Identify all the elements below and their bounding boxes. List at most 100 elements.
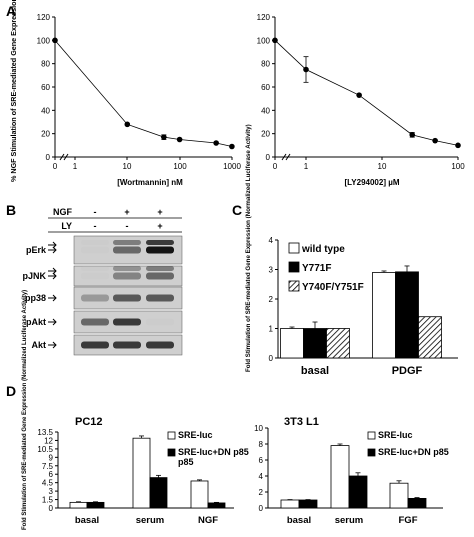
chart-d-right-ytick-label: 10	[254, 424, 263, 433]
chart-d-left-ytick-label: 12	[44, 436, 53, 445]
chart-d-left-legend-swatch	[167, 448, 176, 457]
blot-band	[146, 318, 174, 326]
chart-a-left-xtick-label: 10	[123, 162, 132, 171]
chart-d-left-ytick-label: 3	[49, 487, 54, 496]
chart-a-right-series-line	[274, 40, 459, 146]
chart-a-right-data-point	[272, 37, 278, 44]
chart-c-bar	[395, 271, 419, 359]
chart-a-left-axis-break	[59, 153, 65, 161]
western-blot-panel: NGF - + + LY - - + pErk pJNK pp38 pAkt Akt	[22, 207, 183, 356]
chart-a-left-xtick-label: 1000	[223, 162, 241, 171]
chart-a-right-data-point	[356, 92, 362, 98]
chart-a-left-axis-break	[63, 153, 69, 161]
blot-band	[81, 294, 109, 302]
blot-header-value: -	[94, 207, 97, 217]
chart-d-left-legend-label: SRE-luc	[178, 430, 213, 440]
blot-band	[81, 318, 109, 326]
chart-d-right-legend-swatch	[367, 431, 376, 440]
chart-a-left: 0 20 40 60 80 100 120 0 1 10 100 1000	[37, 13, 242, 171]
chart-d-left-ytick-label: 10.5	[37, 445, 53, 454]
blot-band	[81, 240, 109, 245]
chart-d-right-category-label: serum	[335, 515, 364, 526]
blot-band	[146, 266, 174, 271]
chart-d-left-bar	[207, 502, 226, 509]
chart-a-right-xtick-label: 1	[304, 162, 309, 171]
blot-row-label: pJNK	[22, 271, 46, 281]
chart-c-category-label: basal	[301, 365, 329, 377]
blot-arrow-icon	[48, 272, 57, 280]
chart-d-left-title: PC12	[75, 416, 103, 428]
chart-d-left-ytick-label: 0	[49, 504, 54, 513]
chart-d-right-bar	[407, 497, 427, 509]
blot-band	[113, 272, 141, 280]
blot-band	[113, 341, 141, 349]
blot-band	[146, 294, 174, 302]
blot-arrow-icon	[48, 294, 57, 302]
chart-d-left-bar	[86, 501, 105, 509]
chart-d-left-ytick-label: 13.5	[37, 428, 53, 437]
chart-c-ylabel: Fold Stimulation of SRE-mediated Gene Ex…	[245, 124, 252, 372]
chart-a-left-ytick-label: 80	[41, 60, 50, 69]
chart-d-right-bar	[280, 499, 300, 509]
chart-a-left-ytick-label: 120	[37, 13, 51, 22]
chart-d-right-bar	[298, 499, 318, 509]
panel-letter-a: A	[6, 3, 16, 19]
chart-c-ytick-label: 4	[269, 236, 274, 245]
chart-d-right-ytick-label: 4	[259, 472, 264, 481]
chart-a-right: 0 20 40 60 80 100 120 0 1 10 100	[257, 13, 466, 171]
chart-a-left-data-point	[229, 143, 235, 150]
chart-d-left-category-label: NGF	[198, 515, 218, 526]
chart-d-left-legend-swatch	[167, 431, 176, 440]
chart-a-right-data-point	[432, 137, 438, 144]
panel-letter-d: D	[6, 383, 16, 399]
blot-header-value: +	[124, 207, 129, 217]
chart-d-right-category-label: FGF	[399, 515, 418, 526]
chart-d-ylabel: Fold Stimulation of SRE-mediated Gene Ex…	[22, 290, 28, 530]
chart-d-left-legend-label: SRE-luc+DN p85	[178, 447, 249, 457]
chart-c-bar	[418, 316, 442, 359]
chart-d-left-ytick-label: 1.5	[42, 496, 54, 505]
chart-c-ytick-label: 0	[269, 354, 274, 363]
chart-a-right-ytick-label: 120	[257, 13, 271, 22]
blot-header-value: -	[126, 221, 129, 231]
chart-d-right-ytick-label: 8	[259, 440, 264, 449]
chart-d-right-legend-swatch	[367, 448, 376, 457]
chart-d-right-bar	[389, 482, 409, 509]
blot-arrow-icon	[48, 267, 57, 275]
chart-d-right-legend-label: SRE-luc	[378, 430, 413, 440]
chart-c-bar	[280, 328, 304, 359]
chart-a-left-ytick-label: 40	[41, 106, 50, 115]
chart-d-right-legend-label: SRE-luc+DN p85	[378, 447, 449, 457]
chart-a-right-xtick-label: 0	[273, 162, 278, 171]
panel-letter-c: C	[232, 202, 242, 218]
blot-header-value: +	[157, 221, 162, 231]
chart-c-ytick-label: 3	[269, 266, 274, 275]
chart-c-bar	[372, 272, 396, 359]
blot-band	[113, 294, 141, 302]
chart-a-right-ytick-label: 80	[261, 60, 270, 69]
chart-c-legend-swatch	[288, 261, 300, 273]
chart-d-left-ytick-label: 6	[49, 470, 54, 479]
chart-c-legend-swatch	[288, 280, 300, 292]
blot-header-label: LY	[61, 221, 72, 231]
blot-band	[81, 272, 109, 280]
chart-d-right-ytick-label: 0	[259, 504, 264, 513]
blot-row-label: pErk	[26, 245, 47, 255]
blot-row-label: pp38	[25, 293, 46, 303]
chart-c-ytick-label: 1	[269, 325, 274, 334]
chart-a-left-ytick-label: 100	[37, 36, 51, 45]
chart-a-left-xtick-label: 100	[173, 162, 187, 171]
blot-band	[146, 272, 174, 280]
chart-a-right-ytick-label: 40	[261, 106, 270, 115]
chart-d-left-ytick-label: 4.5	[42, 479, 54, 488]
blot-header-label: NGF	[53, 207, 73, 217]
blot-band	[113, 240, 141, 245]
chart-d-left-category-label: serum	[136, 515, 165, 526]
blot-band	[81, 266, 109, 271]
blot-band	[146, 240, 174, 245]
chart-d-right-category-label: basal	[287, 515, 311, 526]
chart-a-left-series-line	[54, 40, 232, 147]
chart-a-left-ytick-label: 60	[41, 83, 50, 92]
chart-a-right-ytick-label: 20	[261, 130, 270, 139]
